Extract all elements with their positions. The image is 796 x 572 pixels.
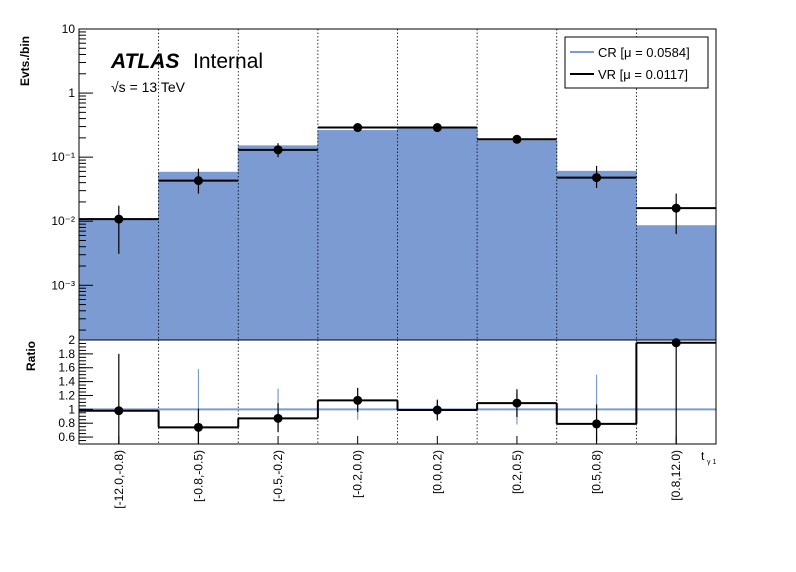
ratio-y-tick-label-8: 2 bbox=[68, 333, 75, 347]
main-y-axis: 10⁻³ 10⁻² 10⁻¹ 1 10 bbox=[51, 22, 93, 331]
legend-vr-label: VR [μ = 0.0117] bbox=[598, 67, 688, 82]
ratio-y-tick-label-1: 0.6 bbox=[58, 430, 75, 444]
x-tick-label-1: [-12.0,-0.8) bbox=[112, 450, 126, 509]
cr-bar-4 bbox=[317, 130, 398, 341]
x-tick-label-2: [-0.8,-0.5) bbox=[191, 450, 205, 502]
main-y-tick-label-5: 10 bbox=[62, 22, 76, 36]
main-panel: 10⁻³ 10⁻² 10⁻¹ 1 10 Evts./bin ATLAS Internal… bbox=[18, 22, 717, 341]
vr-point-1 bbox=[114, 214, 124, 224]
main-y-label: Evts./bin bbox=[18, 36, 32, 86]
x-tick-label-8: [0.8,12.0) bbox=[669, 450, 683, 501]
ratio-point-5 bbox=[432, 405, 442, 415]
ratio-y-tick-label-4: 1.2 bbox=[58, 388, 75, 402]
ratio-point-2 bbox=[193, 422, 203, 432]
x-axis-label-subscript: γ 1 bbox=[707, 459, 716, 466]
cr-bar-2 bbox=[158, 171, 239, 341]
ratio-point-1 bbox=[114, 406, 124, 416]
ratio-y-tick-label-6: 1.6 bbox=[58, 361, 75, 375]
atlas-label: ATLAS bbox=[110, 50, 179, 73]
ratio-frame bbox=[78, 339, 717, 445]
cr-bar-6 bbox=[476, 140, 558, 341]
vr-point-3 bbox=[273, 145, 283, 155]
vr-point-6 bbox=[512, 134, 522, 144]
x-tick-label-6: [0.2,0.5) bbox=[510, 450, 524, 494]
energy-label: √s = 13 TeV bbox=[111, 79, 186, 95]
x-tick-label-5: [0.0,0.2) bbox=[430, 450, 444, 494]
legend-box bbox=[564, 36, 709, 89]
cr-bar-3 bbox=[237, 145, 319, 341]
vr-histogram-lines bbox=[79, 123, 716, 254]
cr-bar-8 bbox=[635, 225, 717, 341]
ratio-y-tick-label-3: 1 bbox=[68, 402, 75, 416]
ratio-point-3 bbox=[273, 413, 283, 423]
main-y-tick-label-4: 1 bbox=[68, 86, 75, 100]
main-y-tick-label-1: 10⁻³ bbox=[51, 278, 75, 292]
ratio-y-tick-label-2: 0.8 bbox=[58, 416, 75, 430]
cr-histogram-fill bbox=[78, 127, 717, 341]
cr-bar-5 bbox=[397, 127, 478, 341]
ratio-gridlines bbox=[158, 340, 637, 444]
legend: CR [μ = 0.0584] VR [μ = 0.0117] bbox=[564, 36, 709, 89]
vr-point-5 bbox=[432, 123, 442, 133]
vr-point-2 bbox=[193, 176, 203, 186]
vr-point-7 bbox=[592, 173, 602, 183]
ratio-point-6 bbox=[512, 398, 522, 408]
legend-cr-label: CR [μ = 0.0584] bbox=[598, 45, 690, 60]
ratio-point-8 bbox=[671, 338, 681, 348]
ratio-y-label: Ratio bbox=[24, 341, 38, 371]
cr-bar-7 bbox=[556, 170, 637, 341]
x-axis-label: t bbox=[701, 449, 705, 463]
ratio-y-tick-label-5: 1.4 bbox=[58, 375, 75, 389]
ratio-y-tick-label-7: 1.8 bbox=[58, 347, 75, 361]
ratio-point-4 bbox=[353, 395, 363, 405]
x-tick-label-3: [-0.5,-0.2) bbox=[271, 450, 285, 502]
main-y-tick-label-2: 10⁻² bbox=[51, 214, 75, 228]
x-tick-label-7: [0.5,0.8) bbox=[590, 450, 604, 494]
vr-point-8 bbox=[671, 203, 681, 213]
ratio-panel: 0.60.811.21.41.61.82 Ratio [-12.0,-0.8)[… bbox=[24, 333, 717, 509]
x-tick-labels: [-12.0,-0.8) [-0.8,-0.5) [-0.5,-0.2) [-0.2,… bbox=[112, 436, 683, 509]
vr-point-4 bbox=[353, 123, 363, 133]
ratio-marks bbox=[79, 338, 716, 444]
x-tick-label-4: [-0.2,0.0) bbox=[351, 450, 365, 498]
main-y-tick-label-3: 10⁻¹ bbox=[51, 150, 75, 164]
ratio-y-axis: 0.60.811.21.41.61.82 bbox=[58, 333, 93, 445]
internal-label: Internal bbox=[193, 50, 263, 73]
ratio-point-7 bbox=[592, 419, 602, 429]
bin-edge-gridlines bbox=[158, 29, 637, 340]
